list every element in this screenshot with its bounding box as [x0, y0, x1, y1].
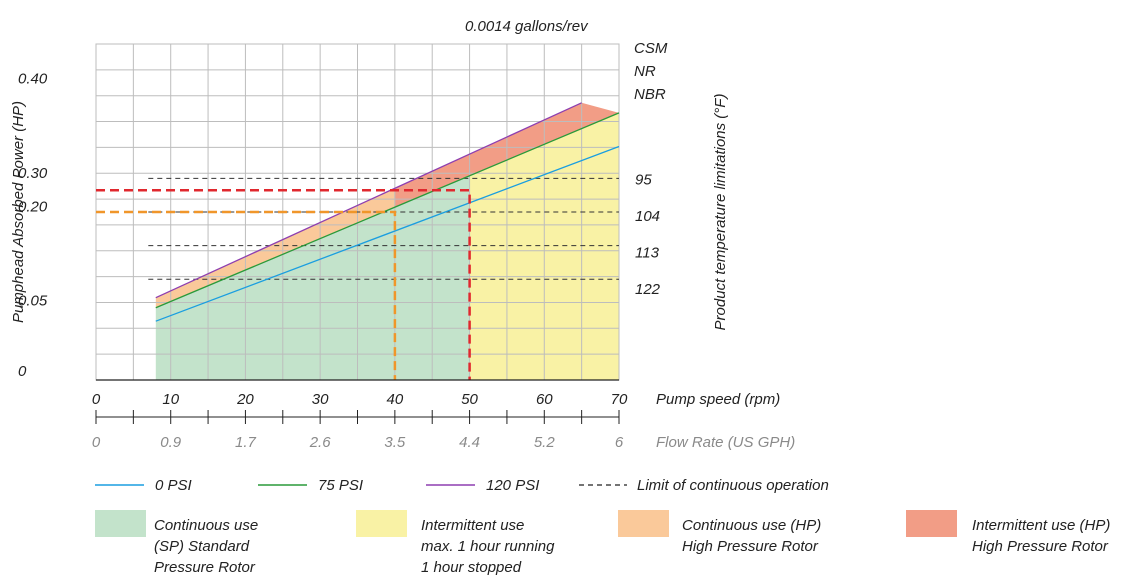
- flow-tick-label: 0.9: [160, 434, 182, 451]
- temperature-label: 95: [635, 171, 652, 188]
- x-speed-tick-label: 50: [461, 391, 478, 408]
- x-speed-tick-label: 0: [92, 391, 101, 408]
- flow-axis-label: Flow Rate (US GPH): [656, 434, 795, 451]
- chart-areas: [155, 102, 619, 381]
- legend-area-label: Continuous use: [154, 517, 258, 534]
- legend-area-swatch: [618, 510, 669, 537]
- right-axis-label: Product temperature limitations (°F): [712, 94, 729, 331]
- y-tick-label: 0: [18, 363, 27, 380]
- chart-axes: [95, 379, 620, 424]
- legend-area-label: (SP) Standard: [154, 538, 250, 555]
- flow-tick-label: 0: [92, 434, 101, 451]
- flow-tick-label: 1.7: [235, 434, 257, 451]
- x-speed-tick-label: 70: [611, 391, 628, 408]
- x-speed-tick-label: 40: [387, 391, 404, 408]
- operating-limit-line: [96, 210, 397, 380]
- chart-subtitle: 0.0014 gallons/rev: [465, 18, 589, 35]
- y-tick-label: 0.30: [18, 165, 48, 182]
- material-label: NR: [634, 63, 656, 80]
- legend-area-swatch: [906, 510, 957, 537]
- series-line: [155, 112, 620, 309]
- chart-legend: 0 PSI 75 PSI 120 PSI Limit of continuous op…: [95, 477, 1110, 576]
- flow-tick-label: 6: [615, 434, 624, 451]
- y-tick-label: 0.40: [18, 71, 48, 88]
- temperature-label: 104: [635, 208, 660, 225]
- x-speed-axis-label: Pump speed (rpm): [656, 391, 780, 408]
- legend-area-swatch: [356, 510, 407, 537]
- legend-area-label: High Pressure Rotor: [972, 538, 1109, 555]
- legend-area-label: Pressure Rotor: [154, 559, 256, 576]
- legend-series-label: 0 PSI: [155, 477, 192, 494]
- flow-tick-label: 3.5: [384, 434, 406, 451]
- flow-tick-label: 5.2: [534, 434, 556, 451]
- area-continuous-sp: [155, 175, 470, 380]
- chart-text: 95 104 113 122 0 0.05 0.20 0.30 0.40 0 10 20 30 40 50 6…: [10, 18, 795, 451]
- legend-series-label: 120 PSI: [486, 477, 539, 494]
- area-continuous-hp: [155, 188, 395, 308]
- flow-tick-label: 2.6: [309, 434, 332, 451]
- material-label: CSM: [634, 40, 668, 57]
- chart-series: [155, 102, 620, 322]
- series-line: [155, 102, 582, 299]
- legend-area-label: Intermittent use (HP): [972, 517, 1110, 534]
- temperature-label: 113: [635, 245, 660, 262]
- legend-series-label: 75 PSI: [318, 477, 363, 494]
- legend-area-label: High Pressure Rotor: [682, 538, 819, 555]
- series-line: [155, 145, 620, 322]
- x-speed-tick-label: 60: [536, 391, 553, 408]
- temperature-label: 122: [635, 281, 661, 298]
- x-speed-tick-label: 20: [236, 391, 254, 408]
- x-speed-tick-label: 30: [312, 391, 329, 408]
- y-axis-label: Pumphead Absorbed Power (HP): [10, 101, 27, 323]
- legend-area-label: Intermittent use: [421, 517, 524, 534]
- operating-limit-lines: [96, 188, 471, 380]
- y-tick-label: 0.20: [18, 198, 48, 215]
- flow-tick-label: 4.4: [459, 434, 480, 451]
- y-tick-label: 0.05: [18, 292, 48, 309]
- x-speed-tick-label: 10: [162, 391, 179, 408]
- legend-area-label: Continuous use (HP): [682, 517, 821, 534]
- legend-area-label: 1 hour stopped: [421, 559, 522, 576]
- legend-area-label: max. 1 hour running: [421, 538, 555, 555]
- material-label: NBR: [634, 86, 666, 103]
- legend-limit-label: Limit of continuous operation: [637, 477, 829, 494]
- legend-area-swatch: [95, 510, 146, 537]
